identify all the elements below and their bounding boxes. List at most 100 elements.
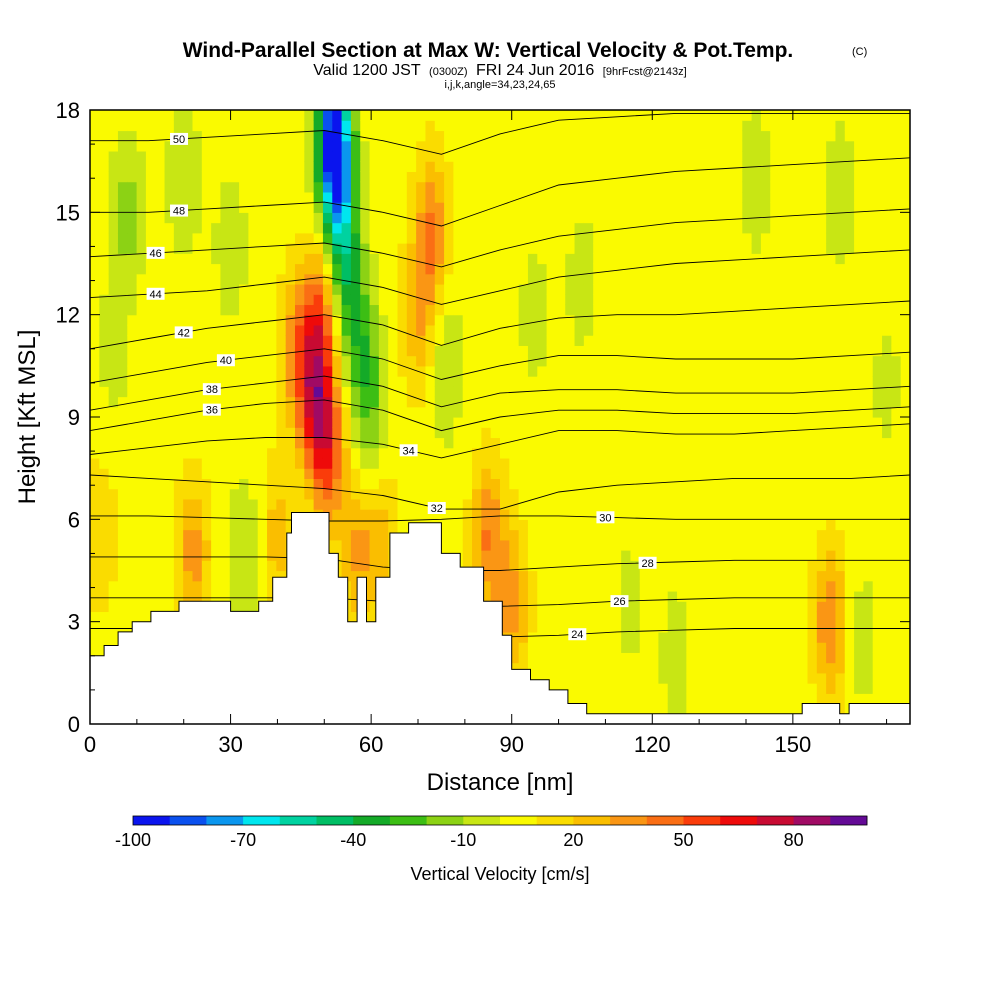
velocity-cell bbox=[732, 550, 743, 561]
velocity-cell bbox=[807, 621, 818, 633]
velocity-cell bbox=[807, 427, 818, 439]
velocity-cell bbox=[500, 570, 510, 582]
velocity-cell bbox=[723, 457, 734, 469]
velocity-cell bbox=[770, 539, 781, 551]
velocity-cell bbox=[667, 560, 678, 572]
velocity-cell bbox=[229, 263, 240, 275]
velocity-cell bbox=[630, 672, 641, 684]
velocity-cell bbox=[192, 110, 203, 121]
velocity-cell bbox=[229, 181, 240, 193]
velocity-cell bbox=[136, 161, 147, 172]
velocity-cell bbox=[136, 212, 147, 224]
velocity-cell bbox=[509, 509, 520, 520]
velocity-cell bbox=[462, 529, 473, 541]
velocity-cell bbox=[267, 181, 277, 193]
velocity-cell bbox=[350, 550, 361, 561]
velocity-cell bbox=[779, 304, 790, 316]
velocity-cell bbox=[295, 120, 305, 132]
velocity-cell bbox=[211, 376, 222, 387]
velocity-cell bbox=[574, 642, 585, 653]
velocity-cell bbox=[481, 529, 492, 541]
velocity-cell bbox=[295, 202, 305, 213]
velocity-cell bbox=[509, 130, 520, 142]
velocity-cell bbox=[136, 529, 147, 541]
velocity-cell bbox=[90, 273, 100, 285]
velocity-cell bbox=[658, 294, 669, 306]
velocity-cell bbox=[770, 621, 781, 633]
velocity-cell bbox=[621, 396, 632, 408]
velocity-cell bbox=[751, 376, 762, 387]
velocity-cell bbox=[732, 253, 743, 265]
velocity-cell bbox=[378, 437, 389, 449]
velocity-cell bbox=[760, 468, 771, 479]
velocity-cell bbox=[854, 590, 865, 602]
velocity-cell bbox=[593, 120, 604, 132]
velocity-cell bbox=[630, 488, 641, 500]
velocity-cell bbox=[723, 488, 734, 500]
velocity-cell bbox=[602, 560, 613, 572]
velocity-cell bbox=[611, 171, 622, 183]
velocity-cell bbox=[826, 283, 837, 295]
velocity-cell bbox=[760, 130, 771, 142]
velocity-cell bbox=[826, 335, 837, 346]
velocity-cell bbox=[611, 181, 622, 193]
velocity-cell bbox=[406, 376, 417, 387]
velocity-cell bbox=[565, 355, 576, 367]
velocity-cell bbox=[453, 417, 464, 428]
velocity-cell bbox=[313, 478, 324, 490]
velocity-cell bbox=[844, 468, 855, 479]
velocity-cell bbox=[304, 191, 315, 203]
velocity-cell bbox=[276, 191, 287, 203]
velocity-cell bbox=[397, 150, 408, 162]
velocity-cell bbox=[807, 243, 818, 254]
velocity-cell bbox=[751, 457, 762, 469]
velocity-cell bbox=[546, 130, 557, 142]
velocity-cell bbox=[788, 365, 799, 377]
velocity-cell bbox=[611, 570, 622, 582]
velocity-cell bbox=[388, 304, 399, 316]
velocity-cell bbox=[90, 304, 100, 316]
velocity-cell bbox=[537, 365, 548, 377]
velocity-cell bbox=[127, 580, 138, 592]
velocity-cell bbox=[369, 447, 380, 459]
velocity-cell bbox=[285, 120, 296, 132]
velocity-cell bbox=[649, 335, 660, 346]
velocity-cell bbox=[760, 335, 771, 346]
velocity-cell bbox=[630, 335, 641, 346]
velocity-cell bbox=[583, 263, 594, 275]
velocity-cell bbox=[677, 509, 687, 520]
velocity-cell bbox=[742, 580, 753, 592]
velocity-cell bbox=[667, 212, 678, 224]
velocity-cell bbox=[695, 171, 706, 183]
velocity-cell bbox=[369, 468, 380, 479]
velocity-cell bbox=[807, 161, 818, 172]
velocity-cell bbox=[751, 550, 762, 561]
velocity-cell bbox=[164, 263, 175, 275]
velocity-cell bbox=[854, 232, 865, 244]
velocity-cell bbox=[267, 314, 277, 326]
velocity-cell bbox=[621, 662, 632, 674]
velocity-cell bbox=[574, 171, 585, 183]
velocity-cell bbox=[770, 171, 781, 183]
velocity-cell bbox=[835, 672, 846, 684]
velocity-cell bbox=[677, 621, 687, 633]
velocity-cell bbox=[117, 130, 128, 142]
velocity-cell bbox=[248, 560, 259, 572]
velocity-cell bbox=[322, 386, 333, 398]
velocity-cell bbox=[108, 253, 119, 265]
velocity-cell bbox=[164, 324, 175, 336]
velocity-cell bbox=[378, 427, 389, 439]
velocity-cell bbox=[527, 539, 538, 551]
velocity-cell bbox=[173, 560, 184, 572]
velocity-cell bbox=[555, 652, 566, 664]
velocity-cell bbox=[369, 314, 380, 326]
velocity-cell bbox=[583, 171, 594, 183]
velocity-cell bbox=[444, 519, 455, 531]
velocity-cell bbox=[574, 212, 585, 224]
velocity-cell bbox=[546, 386, 557, 398]
velocity-cell bbox=[593, 304, 604, 316]
velocity-cell bbox=[220, 550, 231, 561]
velocity-cell bbox=[322, 417, 333, 428]
velocity-cell bbox=[574, 570, 585, 582]
velocity-cell bbox=[537, 509, 548, 520]
